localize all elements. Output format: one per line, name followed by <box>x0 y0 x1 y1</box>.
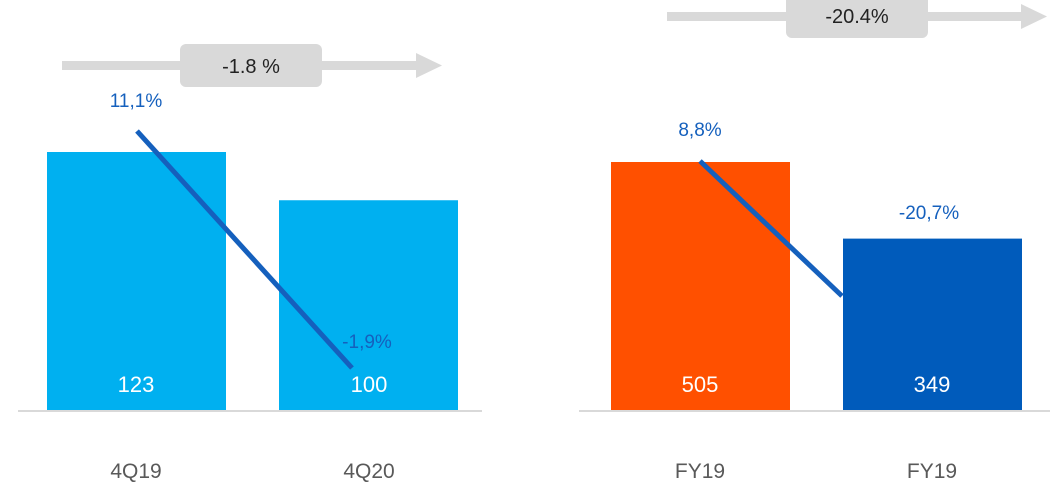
margin-label-fy19-first: 8,8% <box>678 120 721 141</box>
margin-line-left <box>135 129 354 370</box>
change-arrow-head-right <box>1021 4 1047 29</box>
bar-value-fy19-second: 349 <box>914 372 951 397</box>
margin-line-right <box>698 159 844 298</box>
category-label-fy19-first: FY19 <box>675 460 725 483</box>
category-label-fy19-second: FY19 <box>907 460 957 483</box>
category-label-4q19: 4Q19 <box>110 460 161 483</box>
change-badge-right <box>786 0 928 38</box>
bar-value-4q19: 123 <box>118 372 155 397</box>
category-label-4q20: 4Q20 <box>343 460 394 483</box>
margin-label-4q20: -1,9% <box>342 332 392 353</box>
bar-value-fy19-first: 505 <box>682 372 719 397</box>
bar-fy19-first <box>611 162 790 410</box>
bar-fy19-second <box>843 238 1022 410</box>
margin-label-fy19-second: -20,7% <box>899 203 959 224</box>
margin-label-4q19: 11,1% <box>110 91 163 112</box>
right-chart: -20.4% 505 349 8,8% -20,7% FY19 FY19 <box>579 0 1050 483</box>
bar-4q20 <box>279 200 458 410</box>
left-chart: -1.8 % 123 100 11,1% -1,9% 4Q19 4Q20 <box>18 44 482 483</box>
change-arrow-head-left <box>416 53 442 78</box>
change-badge-left <box>180 44 322 87</box>
change-label-left: -1.8 % <box>222 56 280 78</box>
change-label-right: -20.4% <box>825 6 889 28</box>
bar-value-4q20: 100 <box>351 372 388 397</box>
